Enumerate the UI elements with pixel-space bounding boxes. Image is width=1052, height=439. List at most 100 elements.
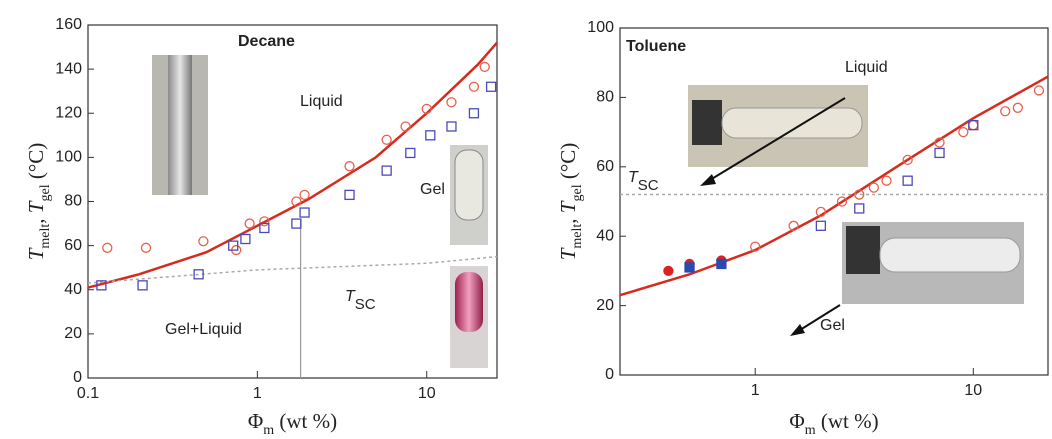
panel-title: Decane [238,33,295,50]
y-tick-label: 140 [55,60,82,77]
data-point [815,206,827,218]
x-tick-label: 1 [751,382,760,399]
data-point [788,220,799,231]
data-point [868,182,880,193]
annotation: TSC [345,288,376,313]
y-tick-label: 100 [55,149,82,166]
data-point [291,218,302,229]
y-tick-label: 60 [596,158,614,175]
data-point [902,154,913,166]
annotation: Gel [820,317,845,334]
label-part: Φ [789,409,804,433]
data-point [405,147,416,159]
data-point [1000,106,1011,117]
data-point [400,121,411,132]
annotation: Gel [420,181,445,198]
data-point [1012,102,1023,113]
data-point [446,97,457,108]
data-point [137,280,148,291]
y-tick-label: 40 [64,281,82,298]
label-part: T [24,247,48,260]
x-tick-label: 10 [418,385,436,402]
annotation-text: T [345,288,356,305]
label-subscript: melt [38,224,53,249]
data-point [240,233,251,245]
data-point [244,218,255,229]
label-part: (wt %) [274,409,337,433]
y-axis-label: Tmelt, Tgel (°C) [24,143,53,261]
panel-title: Toluene [626,38,686,55]
annotation-text: T [628,169,639,186]
photo-gel-glass [454,149,484,221]
data-point [299,189,310,201]
plot-frame [619,27,1049,376]
annotation: Liquid [845,59,888,76]
data-point [968,120,979,131]
label-part: T [556,247,580,260]
y-tick-label: 80 [64,193,82,210]
label-part: , T [556,200,580,224]
data-point [881,175,892,186]
x-tick-label: 1 [253,385,262,402]
x-tick-label: 0.1 [77,385,99,402]
annotation-subscript: SC [638,177,659,194]
y-tick-label: 20 [64,325,82,342]
data-point [140,242,152,253]
arrow [799,304,841,331]
label-subscript: melt [570,224,585,249]
data-point [344,189,355,201]
label-part: (°C) [24,143,48,185]
fit-curve [619,75,1049,297]
y-tick-label: 60 [64,237,82,254]
data-point [902,175,913,186]
data-point [259,222,270,234]
label-part: (wt %) [816,409,879,433]
annotation: Gel+Liquid [165,321,242,338]
data-point [259,216,270,227]
y-tick-label: 120 [55,104,82,121]
x-axis-label: Φm (wt %) [789,409,878,438]
data-point [968,120,979,131]
y-axis-label: Tmelt, Tgel (°C) [556,143,585,261]
data-point [228,240,239,251]
y-tick-label: 20 [596,297,614,314]
data-point [815,220,827,231]
fit-curve [87,41,498,289]
y-tick-label: 40 [596,227,614,244]
data-point [663,265,674,277]
annotation-text: Gel [820,317,845,334]
data-point [193,269,204,280]
data-point [468,81,480,92]
data-point [934,137,945,148]
data-point [381,134,392,145]
label-subscript: gel [570,184,585,201]
transition-line [87,255,498,284]
arrow [709,97,846,181]
photo-liquid-tube [721,107,863,139]
arrow-head [700,174,716,186]
y-tick-label: 0 [73,369,82,386]
annotation-text: Gel+Liquid [165,321,242,338]
annotation-text: Liquid [845,59,888,76]
label-subscript: m [263,423,274,438]
data-point [381,165,392,176]
photo-gel2-cap [846,226,880,274]
data-point [102,242,113,253]
data-point [716,258,727,270]
data-point [479,61,490,73]
y-tick-label: 100 [587,19,614,36]
data-point [1033,85,1045,96]
data-point [421,103,432,114]
y-tick-label: 160 [55,16,82,33]
data-point [684,262,695,273]
annotation: TSC [628,169,659,194]
label-subscript: m [805,423,816,438]
data-point [198,236,209,247]
data-point [836,196,848,207]
arrow-head [790,324,805,336]
photo-gel2-tube [879,237,1021,273]
data-point [854,189,865,200]
data-point [750,241,761,252]
label-part: , T [24,200,48,224]
